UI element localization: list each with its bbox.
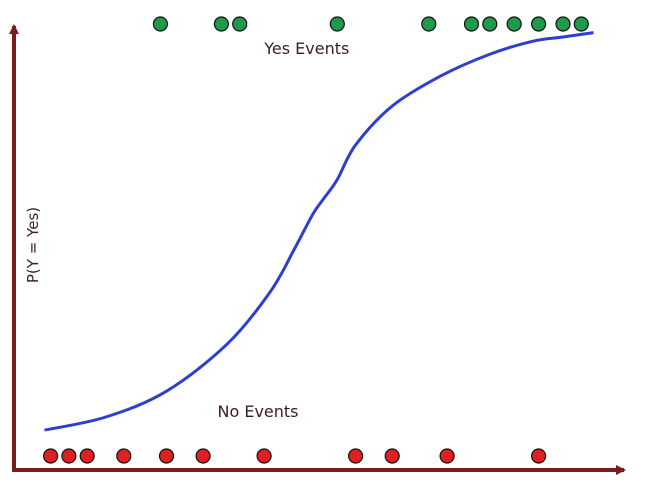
no-event-point-5 (195, 448, 211, 464)
no-event-point-2 (79, 448, 95, 464)
yes-event-point-6 (482, 16, 498, 32)
yes-event-point-3 (329, 16, 345, 32)
logistic-curve-line (44, 31, 594, 432)
annotation-0: Yes Events (263, 39, 349, 58)
yes-event-point-0 (152, 16, 168, 32)
annotation-1: No Events (217, 402, 298, 421)
no-event-point-9 (439, 448, 455, 464)
no-event-point-1 (61, 448, 77, 464)
annotations: Yes Events No Events (217, 39, 349, 421)
yes-event-point-7 (506, 16, 522, 32)
yes-event-point-1 (213, 16, 229, 32)
no-event-point-3 (116, 448, 132, 464)
y-axis-label: P(Y = Yes) (24, 207, 42, 283)
no-event-point-6 (256, 448, 272, 464)
no-event-point-10 (530, 448, 547, 464)
no-event-point-7 (348, 448, 364, 464)
yes-event-point-4 (421, 16, 437, 32)
yes-event-point-2 (232, 16, 248, 32)
no-event-point-8 (384, 448, 400, 464)
yes-event-point-9 (555, 16, 571, 32)
data-points (42, 16, 589, 464)
no-event-point-0 (42, 448, 59, 464)
yes-event-point-10 (573, 16, 589, 32)
yes-event-point-5 (463, 16, 480, 32)
no-event-point-4 (158, 448, 175, 464)
yes-event-point-8 (530, 16, 547, 32)
